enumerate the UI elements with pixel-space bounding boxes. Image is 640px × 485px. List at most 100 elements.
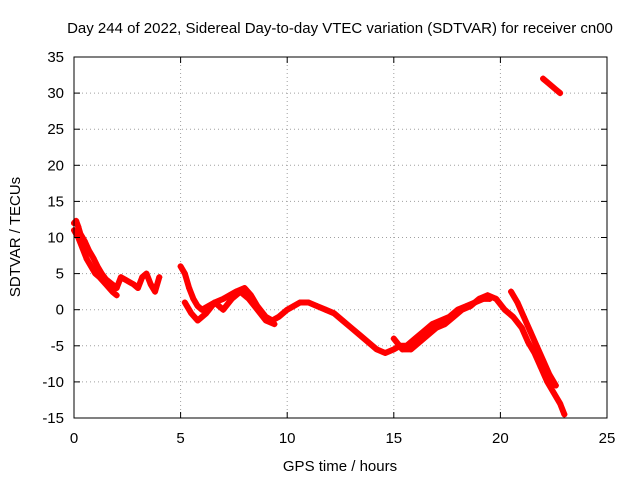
data-point <box>537 364 544 371</box>
data-point <box>365 339 372 346</box>
data-point <box>296 299 303 306</box>
data-point <box>241 285 248 292</box>
data-point <box>271 321 278 328</box>
data-point <box>85 247 92 254</box>
grid-layer <box>74 57 607 418</box>
data-layer <box>71 75 568 418</box>
data-point <box>407 346 414 353</box>
y-tick-label: 5 <box>56 266 64 283</box>
data-point <box>508 288 515 295</box>
data-point <box>420 328 427 335</box>
data-point <box>356 331 363 338</box>
data-point <box>441 321 448 328</box>
data-point <box>147 281 154 288</box>
data-point <box>518 324 525 331</box>
data-series-arc-4 <box>181 288 278 328</box>
data-point <box>181 270 188 277</box>
data-point <box>561 411 568 418</box>
data-point <box>79 245 86 252</box>
x-tick-label: 0 <box>70 430 78 447</box>
x-tick-label: 15 <box>385 430 402 447</box>
data-point <box>109 281 116 288</box>
data-point <box>124 277 131 284</box>
data-point <box>96 274 103 281</box>
data-point <box>177 263 184 270</box>
data-point <box>92 270 99 277</box>
x-tick-label: 10 <box>279 430 296 447</box>
data-point <box>525 339 532 346</box>
data-point <box>220 306 227 313</box>
y-tick-label: -15 <box>42 410 64 427</box>
chart-title: Day 244 of 2022, Sidereal Day-to-day VTE… <box>67 20 613 37</box>
y-axis-title: SDTVAR / TECUs <box>7 177 24 297</box>
data-point <box>531 350 538 357</box>
data-point <box>186 285 193 292</box>
series-band <box>508 288 559 389</box>
data-point <box>544 79 551 86</box>
data-point <box>424 331 431 338</box>
data-point <box>339 317 346 324</box>
data-point <box>476 295 483 302</box>
y-tick-label: 25 <box>47 121 64 138</box>
data-point <box>373 346 380 353</box>
data-point <box>190 295 197 302</box>
data-point <box>550 389 557 396</box>
y-tick-label: -10 <box>42 374 64 391</box>
data-point <box>514 299 521 306</box>
series-band <box>181 288 278 328</box>
data-point <box>102 281 109 288</box>
data-point <box>544 378 551 385</box>
data-point <box>275 313 282 320</box>
data-point <box>262 317 269 324</box>
series-band <box>71 227 120 299</box>
data-point <box>94 263 101 270</box>
tick-layer: 0 5 10 15 20 25 -15 -10 -5 0 5 10 15 20 25 30 35 <box>42 49 615 447</box>
data-point <box>533 342 540 349</box>
data-point <box>390 346 397 353</box>
data-point <box>88 263 95 270</box>
data-point <box>548 82 555 89</box>
data-point <box>83 256 90 263</box>
data-point <box>416 339 423 346</box>
data-point <box>552 382 559 389</box>
data-point <box>557 90 564 97</box>
data-point <box>546 371 553 378</box>
data-point <box>181 299 188 306</box>
data-point <box>305 299 312 306</box>
data-point <box>493 295 500 302</box>
data-point <box>198 306 205 313</box>
data-point <box>237 288 244 295</box>
y-tick-label: -5 <box>51 338 64 355</box>
data-point <box>484 292 491 299</box>
x-tick-label: 20 <box>492 430 509 447</box>
data-point <box>156 274 163 281</box>
x-tick-label: 5 <box>176 430 184 447</box>
data-point <box>117 274 124 281</box>
data-point <box>194 303 201 310</box>
data-point <box>450 313 457 320</box>
data-point <box>203 310 210 317</box>
data-point <box>152 288 159 295</box>
y-tick-label: 10 <box>47 230 64 247</box>
data-point <box>412 335 419 342</box>
data-point <box>228 295 235 302</box>
data-point <box>314 303 321 310</box>
x-axis-title: GPS time / hours <box>283 458 397 475</box>
data-point <box>75 223 82 230</box>
data-point <box>501 306 508 313</box>
data-point <box>557 400 564 407</box>
data-point <box>139 274 146 281</box>
y-tick-label: 30 <box>47 85 64 102</box>
y-tick-label: 20 <box>47 157 64 174</box>
data-point <box>113 292 120 299</box>
data-point <box>540 75 547 82</box>
data-point <box>194 317 201 324</box>
data-point <box>220 295 227 302</box>
data-point <box>540 357 547 364</box>
data-point <box>459 306 466 313</box>
data-point <box>254 306 261 313</box>
data-point <box>527 328 534 335</box>
